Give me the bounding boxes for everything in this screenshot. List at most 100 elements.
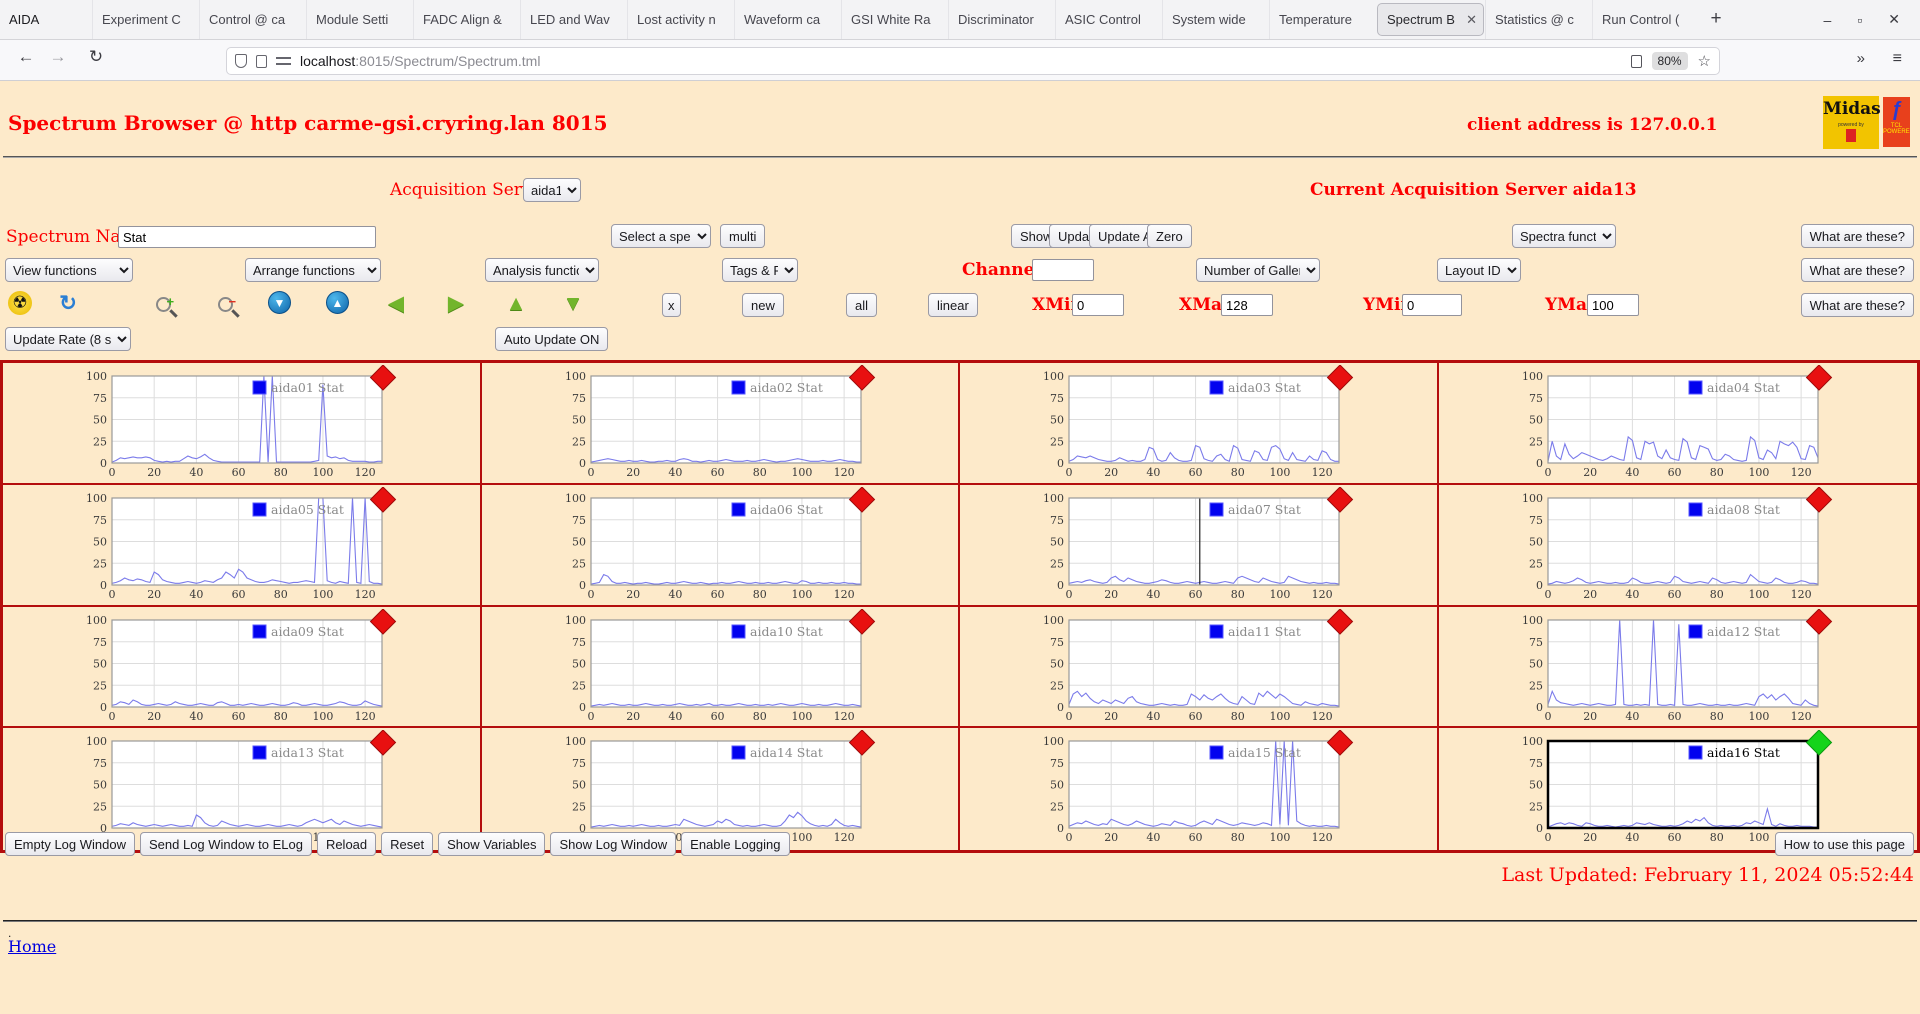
permissions-icon[interactable] (276, 56, 291, 66)
page-info-icon[interactable] (256, 54, 267, 68)
number-of-galleries-select[interactable]: Number of Galleries (1196, 258, 1320, 282)
what-are-these-button-1[interactable]: What are these? (1800, 224, 1914, 248)
zoom-out-icon[interactable]: − (212, 291, 238, 317)
shield-icon[interactable] (235, 54, 247, 68)
tab-temperature[interactable]: Temperature (1269, 0, 1376, 39)
status-diamond-red[interactable] (1805, 608, 1832, 635)
reset-button[interactable]: Reset (381, 832, 434, 856)
tab-led-and-wav[interactable]: LED and Wav (520, 0, 627, 39)
layout-id-select[interactable]: Layout ID=2 (1437, 258, 1521, 282)
tab-lost-activity-n[interactable]: Lost activity n (627, 0, 734, 39)
pan-up-icon[interactable]: ▲ (505, 292, 527, 315)
tab-statistics-c[interactable]: Statistics @ c (1485, 0, 1592, 39)
what-are-these-button-2[interactable]: What are these? (1800, 258, 1914, 282)
status-diamond-red[interactable] (369, 730, 397, 756)
multi-button[interactable]: multi (720, 224, 766, 248)
xmin-input[interactable] (1072, 294, 1124, 316)
tab-module-setti[interactable]: Module Setti (306, 0, 413, 39)
url-text[interactable]: localhost:8015/Spectrum/Spectrum.tml (300, 53, 540, 69)
reload-button[interactable]: Reload (316, 832, 377, 856)
linear-button[interactable]: linear (928, 293, 978, 317)
spectrum-name-input[interactable] (118, 226, 376, 248)
tab-experiment-c[interactable]: Experiment C (92, 0, 199, 39)
show-variables-button[interactable]: Show Variables (438, 832, 546, 856)
new-tab-button[interactable]: + (1710, 8, 1722, 29)
home-link[interactable]: Home (8, 937, 57, 956)
url-bar[interactable]: localhost:8015/Spectrum/Spectrum.tml 80%… (226, 47, 1720, 75)
spectrum-cell-aida06[interactable]: 0 25 50 75 100 0 20 40 60 80 100 120 aida06 Stat (481, 484, 960, 607)
status-diamond-red[interactable] (1805, 365, 1832, 391)
status-diamond-green[interactable] (1805, 730, 1832, 756)
spectrum-cell-aida10[interactable]: 0 25 50 75 100 0 20 40 60 80 100 120 aida10 Stat (481, 606, 960, 729)
reload-icon[interactable]: ↻ (88, 47, 104, 66)
channel-input[interactable] (1032, 259, 1094, 281)
back-icon[interactable]: ← (17, 47, 35, 66)
spectrum-cell-aida11[interactable]: 0 25 50 75 100 0 20 40 60 80 100 120 aida11 Stat (960, 606, 1439, 729)
update-rate-select[interactable]: Update Rate (8 secs) (5, 327, 131, 351)
tab-spectrum-b[interactable]: Spectrum B ✕ (1377, 3, 1484, 36)
spectrum-cell-aida12[interactable]: 0 25 50 75 100 0 20 40 60 80 100 120 aida12 Stat (1438, 607, 1917, 729)
enable-logging-button[interactable]: Enable Logging (681, 832, 790, 856)
minimize-icon[interactable]: – (1823, 11, 1832, 28)
arrange-functions-select[interactable]: Arrange functions (245, 258, 381, 282)
tab-aida[interactable]: AIDA (9, 12, 40, 27)
xmax-input[interactable] (1221, 294, 1273, 316)
tags-fits-select[interactable]: Tags & Fits (722, 258, 798, 282)
ymax-input[interactable] (1587, 294, 1639, 316)
tab-discriminator[interactable]: Discriminator (948, 0, 1055, 39)
show-log-window-button[interactable]: Show Log Window (550, 832, 677, 856)
status-diamond-red[interactable] (848, 365, 875, 391)
spectrum-cell-aida08[interactable]: 0 25 50 75 100 0 20 40 60 80 100 120 aida08 Stat (1438, 485, 1917, 607)
tab-asic-control[interactable]: ASIC Control (1055, 0, 1162, 39)
spectrum-cell-aida15[interactable]: 0 25 50 75 100 0 20 40 60 80 100 120 aida15 Stat (960, 728, 1439, 850)
send-log-window-to-elog-button[interactable]: Send Log Window to ELog (140, 832, 312, 856)
tab-gsi-white-ra[interactable]: GSI White Ra (841, 0, 948, 39)
status-diamond-red[interactable] (848, 730, 875, 756)
acquisition-server-select[interactable]: aida13 (523, 178, 581, 202)
scroll-down-icon[interactable]: ▼ (268, 291, 291, 314)
tab-fadc-align[interactable]: FADC Align & (413, 0, 520, 39)
tab-control-ca[interactable]: Control @ ca (199, 0, 306, 39)
spectrum-cell-aida09[interactable]: 0 25 50 75 100 0 20 40 60 80 100 120 aida09 Stat (3, 606, 482, 729)
bookmark-star-icon[interactable]: ☆ (1697, 53, 1711, 70)
view-functions-select[interactable]: View functions (5, 258, 133, 282)
forward-icon[interactable]: → (49, 47, 67, 66)
status-diamond-red[interactable] (1326, 486, 1354, 513)
ymin-input[interactable] (1402, 294, 1462, 316)
toolbar-overflow-icon[interactable]: » (1856, 50, 1865, 67)
reader-mode-icon[interactable] (1630, 54, 1642, 68)
radiation-icon[interactable]: ☢ (8, 291, 32, 315)
pan-right-icon[interactable]: ▶ (447, 292, 465, 315)
close-icon[interactable]: ✕ (1888, 11, 1900, 27)
spectrum-cell-aida02[interactable]: 0 25 50 75 100 0 20 40 60 80 100 120 aida02 Stat (481, 363, 960, 485)
new-button[interactable]: new (742, 293, 784, 317)
select-a-spectrum[interactable]: Select a spectrum (611, 224, 711, 248)
tab-system-wide[interactable]: System wide (1162, 0, 1269, 39)
tab-waveform-ca[interactable]: Waveform ca (734, 0, 841, 39)
zero-button[interactable]: Zero (1147, 224, 1192, 248)
spectrum-cell-aida07[interactable]: 0 25 50 75 100 0 20 40 60 80 100 120 aida07 Stat (960, 484, 1439, 607)
status-diamond-red[interactable] (848, 486, 875, 513)
what-are-these-button-3[interactable]: What are these? (1800, 293, 1914, 317)
status-diamond-red[interactable] (1326, 730, 1354, 756)
tab-close-icon[interactable]: ✕ (1466, 12, 1477, 27)
pan-left-icon[interactable]: ◀ (387, 292, 405, 315)
restore-icon[interactable]: ▫ (1857, 11, 1863, 28)
empty-log-window-button[interactable]: Empty Log Window (5, 832, 135, 856)
status-diamond-red[interactable] (369, 608, 397, 635)
status-diamond-red[interactable] (848, 608, 875, 635)
spectrum-cell-aida03[interactable]: 0 25 50 75 100 0 20 40 60 80 100 120 aida03 Stat (960, 363, 1439, 485)
all-button[interactable]: all (846, 293, 878, 317)
spectrum-cell-aida01[interactable]: 0 25 50 75 100 0 20 40 60 80 100 120 aida01 Stat (3, 363, 482, 485)
spectrum-cell-aida04[interactable]: 0 25 50 75 100 0 20 40 60 80 100 120 aida04 Stat (1438, 363, 1917, 485)
pan-down-icon[interactable]: ▼ (562, 292, 584, 315)
refresh-icon[interactable]: ↻ (59, 292, 77, 315)
status-diamond-red[interactable] (1326, 608, 1354, 635)
status-diamond-red[interactable] (369, 486, 397, 513)
zoom-in-icon[interactable]: + (150, 291, 176, 317)
how-to-use-button[interactable]: How to use this page (1774, 832, 1914, 856)
auto-update-button[interactable]: Auto Update ON (495, 327, 609, 351)
status-diamond-red[interactable] (369, 365, 397, 391)
status-diamond-red[interactable] (1326, 365, 1354, 391)
x-axis-button[interactable]: x (662, 293, 681, 317)
